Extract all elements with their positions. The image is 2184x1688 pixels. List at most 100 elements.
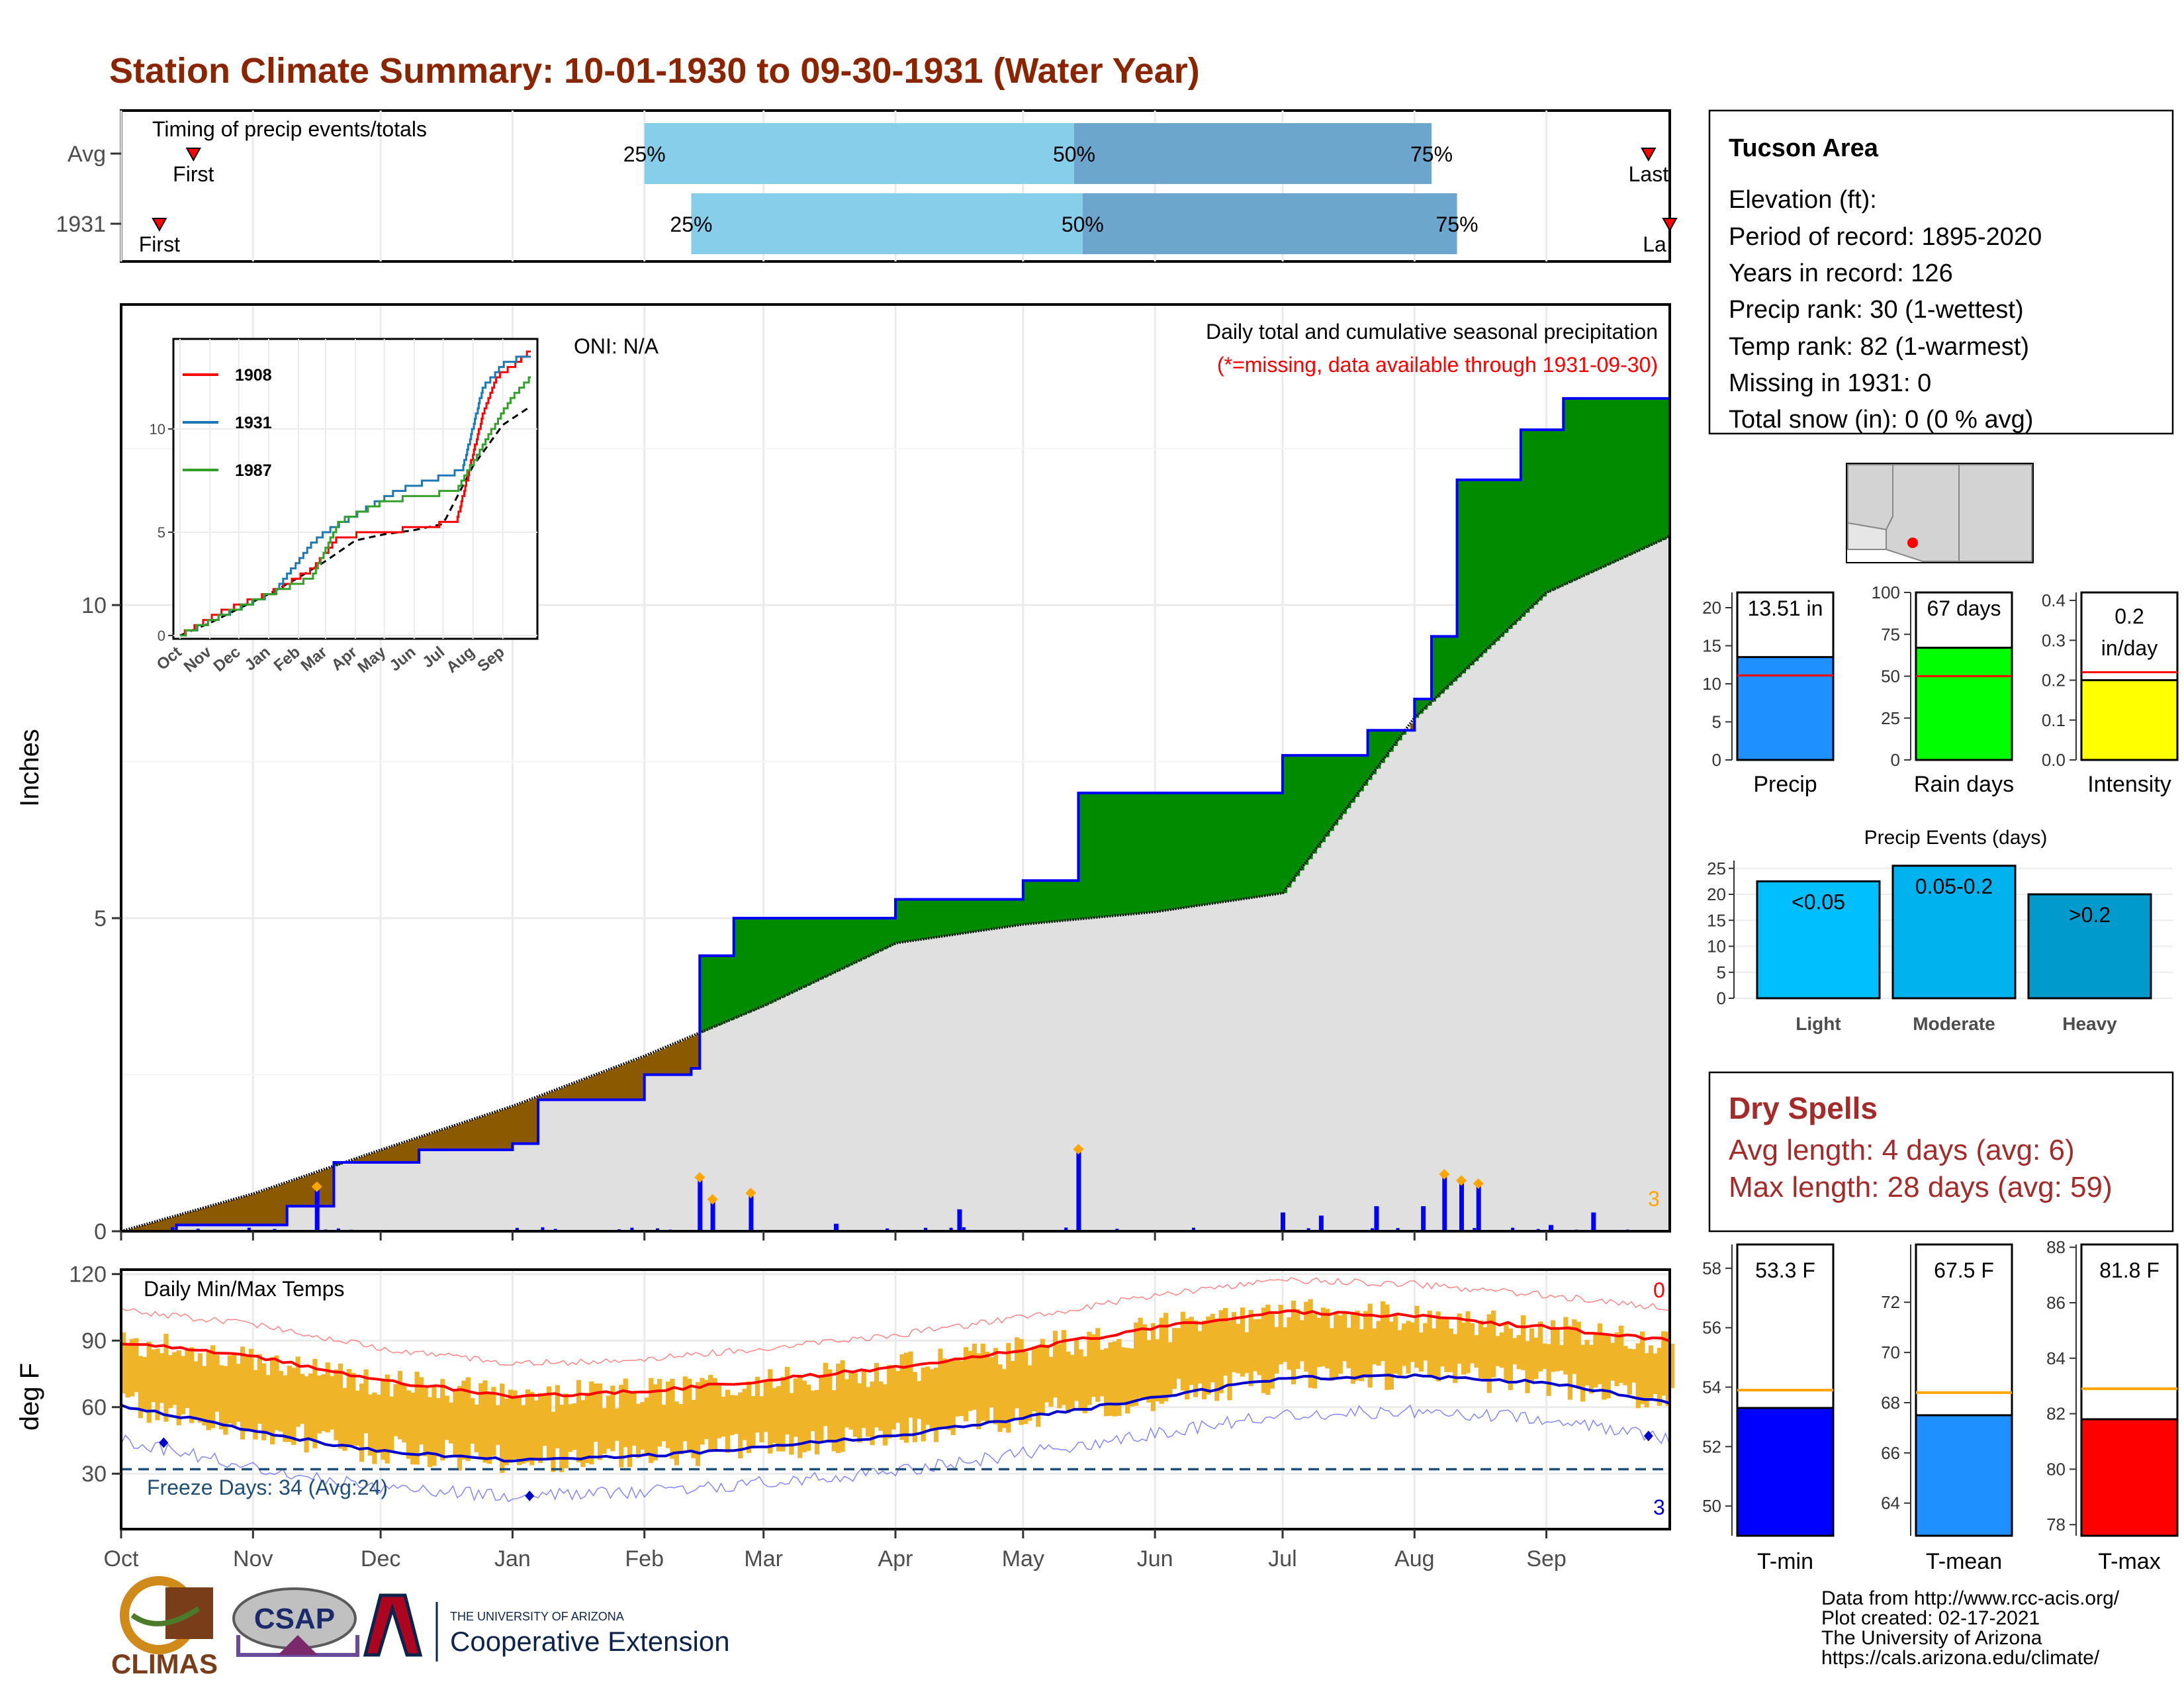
daily-temp-bar [559,1404,565,1473]
daily-temp-bar [1529,1328,1535,1383]
event-bar-label: <0.05 [1792,890,1845,914]
daily-temp-bar [1355,1311,1360,1381]
daily-temp-bar [265,1375,271,1434]
daily-temp-bar [172,1352,177,1405]
daily-temp-bar [1580,1344,1586,1402]
daily-temp-bar [1099,1350,1105,1397]
inset-y-tick-label: 0 [158,628,165,644]
daily-temp-bar [551,1411,556,1472]
temp-bar-value [2080,1418,2179,1537]
daily-temp-bar [801,1380,807,1452]
mini-y-tick-label: 5 [1712,712,1721,732]
month-label: Nov [233,1546,273,1571]
daily-temp-bar [1627,1348,1632,1395]
daily-temp-bar [844,1379,850,1428]
daily-temp-bar [1521,1315,1526,1370]
average-min-line [120,1373,1670,1463]
daily-precip-bar [1374,1206,1379,1231]
daily-temp-bar [576,1380,582,1463]
events-y-tick-label: 5 [1717,962,1726,982]
daily-temp-bar [529,1391,535,1466]
timing-bar-late [1074,123,1432,184]
daily-temp-bar [606,1395,612,1449]
daily-temp-bar [1593,1334,1598,1387]
last-event-marker [1641,148,1657,162]
temp-y-tick-label: 88 [2046,1237,2066,1257]
month-label: Jan [494,1546,531,1571]
daily-temp-bar [933,1368,939,1442]
daily-temp-bar [635,1403,641,1458]
month-label: Jun [1137,1546,1173,1571]
daily-temp-bar [1287,1317,1292,1370]
temp-y-tick-label: 64 [1881,1493,1900,1513]
daily-temp-bar [1508,1328,1513,1390]
daily-precip-bar [1591,1212,1596,1231]
daily-temp-bar [568,1404,573,1452]
daily-precip-bar [1306,1228,1310,1231]
daily-temp-bar [742,1388,747,1440]
daily-temp-bar [457,1385,463,1471]
temp-y-tick-label: 80 [2046,1459,2066,1479]
daily-temp-bar [899,1354,905,1440]
daily-temp-bar [1010,1360,1015,1419]
daily-temp-bar [244,1356,250,1432]
inset-legend-label: 1931 [235,414,272,432]
daily-temp-bar [555,1385,560,1448]
daily-temp-bar [614,1408,619,1441]
y-tick-label: 30 [81,1462,107,1487]
daily-temp-bar [1435,1311,1441,1382]
daily-temp-bar [1329,1328,1334,1381]
daily-precip-bar [1459,1181,1464,1231]
temp-count-bottom: 3 [1653,1495,1665,1519]
daily-temp-bar [1274,1327,1279,1374]
month-label: Aug [1394,1546,1435,1571]
daily-temp-bar [423,1387,428,1456]
daily-temp-bar [1623,1346,1628,1385]
daily-temp-bar [1661,1331,1666,1396]
daily-temp-bar [942,1358,947,1427]
temp-bar-value-label: 81.8 F [2099,1258,2160,1282]
daily-temp-bar [989,1357,994,1408]
daily-temp-bar [432,1385,437,1466]
mini-bar-value-label: 13.51 in [1748,596,1823,620]
daily-temp-bar [1248,1309,1253,1386]
last-event-label: La [1643,232,1666,256]
mini-y-tick-label: 0 [1891,750,1900,770]
timing-bar-early [691,193,1083,254]
daily-temp-bar [1610,1342,1615,1381]
info-line: Elevation (ft): [1729,186,1877,214]
temp-bar-value [1915,1414,2013,1537]
daily-temp-bar [708,1375,713,1451]
daily-temp-bar [1052,1331,1058,1398]
daily-temp-bar [793,1378,798,1437]
daily-temp-bar [1218,1310,1224,1393]
daily-temp-bar [776,1385,782,1452]
daily-temp-bar [1269,1313,1275,1389]
daily-temp-bar [155,1348,160,1421]
climas-text: CLIMAS [111,1648,218,1679]
daily-temp-bar [878,1381,884,1431]
station-dot [1907,538,1918,548]
daily-temp-bar [397,1371,403,1440]
month-label: Feb [625,1546,664,1571]
daily-precip-bar [1549,1225,1553,1231]
daily-temp-bar [712,1378,717,1452]
daily-temp-bar [1261,1307,1267,1393]
daily-temp-bar [1602,1335,1607,1400]
last-event-marker [1662,218,1678,232]
daily-temp-bar [1312,1313,1318,1389]
daily-temp-bar [312,1358,318,1448]
daily-temp-bar [1027,1365,1032,1421]
daily-temp-bar [1640,1331,1645,1405]
mini-y-tick-label: 0.2 [2042,671,2066,690]
y-tick-label: 0 [94,1219,107,1244]
daily-temp-bar [623,1378,628,1448]
daily-precip-bar [1076,1150,1081,1231]
daily-precip-bar [949,1227,953,1231]
event-category-label: Moderate [1913,1013,1995,1034]
record-high-line [120,1277,1670,1366]
daily-temp-bar [1163,1313,1169,1401]
temp-bar-name: T-mean [1926,1549,2002,1574]
daily-temp-bar [640,1401,645,1450]
